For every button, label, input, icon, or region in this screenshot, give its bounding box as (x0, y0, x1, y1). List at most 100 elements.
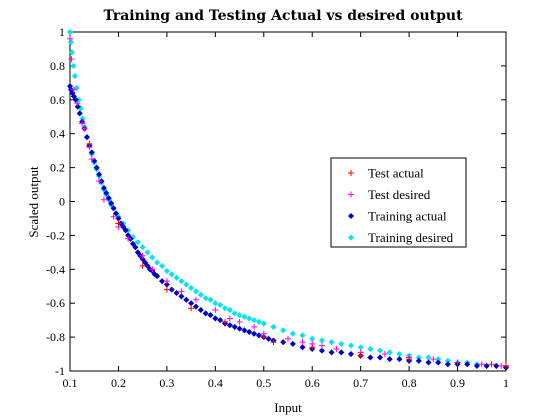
data-point (93, 164, 100, 171)
data-point (396, 356, 403, 363)
data-point (255, 332, 262, 339)
data-point (88, 156, 95, 163)
y-tick-label: 0.2 (50, 161, 65, 175)
data-point (74, 103, 81, 110)
x-tick-label: 0.2 (111, 376, 126, 390)
data-point (68, 56, 75, 63)
x-tick-label: 0.8 (402, 376, 417, 390)
y-tick-label: 0.4 (50, 127, 65, 141)
data-point (473, 362, 480, 369)
data-point (122, 227, 129, 234)
data-point (270, 339, 277, 346)
data-point (100, 184, 107, 191)
chart-title: Training and Testing Actual vs desired o… (103, 8, 463, 24)
data-point (207, 296, 214, 303)
data-point (159, 262, 166, 269)
data-point (197, 291, 204, 298)
data-point (73, 84, 80, 91)
data-point (280, 339, 287, 346)
data-point (154, 259, 161, 266)
data-point (202, 310, 209, 317)
data-point (231, 310, 238, 317)
data-point (386, 349, 393, 356)
data-point (151, 271, 158, 278)
data-point (154, 273, 161, 280)
legend-label: Test actual (368, 166, 424, 181)
data-point (83, 134, 90, 141)
data-point (347, 342, 355, 349)
data-point (289, 340, 296, 347)
data-point (173, 274, 180, 281)
data-point (66, 28, 74, 36)
legend-label: Training desired (368, 230, 454, 245)
data-point (139, 262, 146, 269)
y-tick-label: 0.6 (50, 93, 65, 107)
data-point (222, 318, 229, 325)
data-point (183, 281, 190, 288)
y-tick-label: -1 (55, 364, 65, 378)
data-point (70, 62, 77, 69)
data-point (192, 303, 199, 310)
data-point (81, 125, 88, 132)
data-point (255, 318, 262, 325)
x-tick-label: 0.3 (159, 376, 174, 390)
data-point (96, 171, 103, 178)
data-point (236, 325, 243, 332)
data-point (67, 35, 73, 42)
data-point (226, 322, 233, 329)
data-point (159, 278, 166, 285)
data-point (246, 315, 253, 322)
data-point (357, 352, 364, 359)
data-point (430, 356, 437, 363)
data-point (285, 335, 291, 342)
data-point (246, 328, 253, 336)
data-point (88, 149, 95, 156)
data-point (226, 315, 233, 322)
y-tick-label: -0.8 (46, 330, 65, 344)
data-point (207, 312, 214, 319)
data-point (115, 220, 122, 227)
data-point (217, 301, 224, 308)
x-tick-label: 0.6 (305, 376, 320, 390)
legend-marker (347, 212, 355, 220)
data-point (318, 347, 325, 354)
data-point (68, 49, 75, 56)
data-point (71, 73, 78, 80)
data-point (212, 306, 219, 313)
data-point (168, 286, 175, 293)
data-point (105, 195, 112, 202)
data-point (134, 249, 141, 256)
y-tick-label: 1 (59, 25, 65, 39)
data-point (139, 244, 146, 251)
legend: Test actual Test desired Training actual Tr… (330, 157, 467, 248)
axis-ticks: 0.1 0.2 0.3 0.4 0.5 0.6 0.7 0.8 0.9 1 -1 -0.8 -0.6 -0… (46, 25, 509, 390)
data-point (149, 266, 156, 273)
data-point (125, 235, 132, 242)
data-point (231, 323, 238, 330)
data-point (79, 120, 86, 127)
data-point (260, 320, 267, 327)
data-point (120, 223, 127, 230)
data-points (66, 28, 510, 371)
data-point (299, 332, 306, 339)
data-point (168, 271, 175, 278)
legend-label: Training actual (368, 209, 447, 224)
data-point (309, 344, 316, 351)
y-tick-label: -0.4 (46, 262, 65, 276)
data-point (221, 305, 229, 312)
data-point (173, 290, 180, 297)
data-point (270, 323, 277, 330)
data-point (139, 252, 146, 259)
data-point (493, 362, 500, 369)
data-point (110, 213, 117, 220)
data-point (188, 284, 195, 291)
data-point (381, 351, 388, 358)
data-point (377, 354, 384, 361)
data-point (299, 344, 306, 351)
data-point (328, 339, 335, 346)
data-point (70, 86, 77, 93)
data-point (76, 110, 83, 117)
y-tick-label: 0 (59, 195, 65, 209)
data-point (386, 356, 393, 363)
